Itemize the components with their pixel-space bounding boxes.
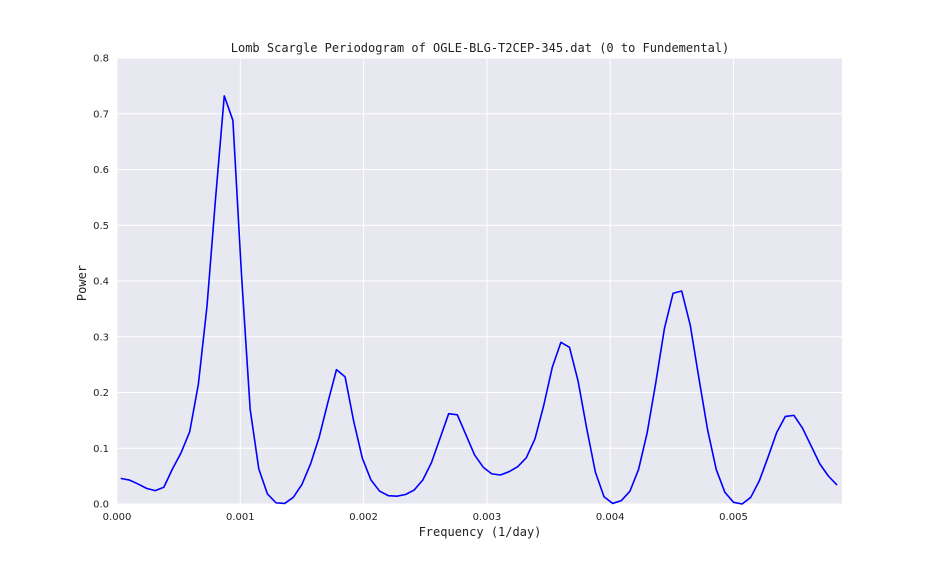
y-tick-label: 0.5: [93, 221, 109, 232]
y-tick-label: 0.7: [93, 109, 109, 120]
y-tick-labels: 0.0 0.1 0.2 0.3 0.4 0.5 0.6 0.7 0.8: [93, 54, 109, 511]
x-tick-label: 0.002: [349, 512, 378, 523]
y-axis-label: Power: [75, 265, 89, 301]
x-tick-label: 0.004: [596, 512, 625, 523]
y-tick-label: 0.1: [93, 444, 109, 455]
y-tick-label: 0.4: [93, 277, 109, 288]
x-tick-label: 0.001: [226, 512, 255, 523]
grid-lines: [116, 57, 842, 505]
x-tick-label: 0.000: [103, 512, 132, 523]
x-axis-label: Frequency (1/day): [419, 525, 542, 539]
series-layer: [120, 95, 838, 505]
y-tick-label: 0.6: [93, 165, 109, 176]
x-tick-labels: 0.000 0.001 0.002 0.003 0.004 0.005: [103, 512, 748, 523]
y-tick-label: 0.3: [93, 332, 109, 343]
x-tick-label: 0.003: [473, 512, 502, 523]
x-tick-label: 0.005: [719, 512, 748, 523]
chart-title: Lomb Scargle Periodogram of OGLE-BLG-T2C…: [231, 41, 730, 55]
y-tick-label: 0.0: [93, 500, 109, 511]
power-series-line: [120, 95, 838, 505]
y-tick-label: 0.8: [93, 54, 109, 65]
y-tick-label: 0.2: [93, 388, 109, 399]
